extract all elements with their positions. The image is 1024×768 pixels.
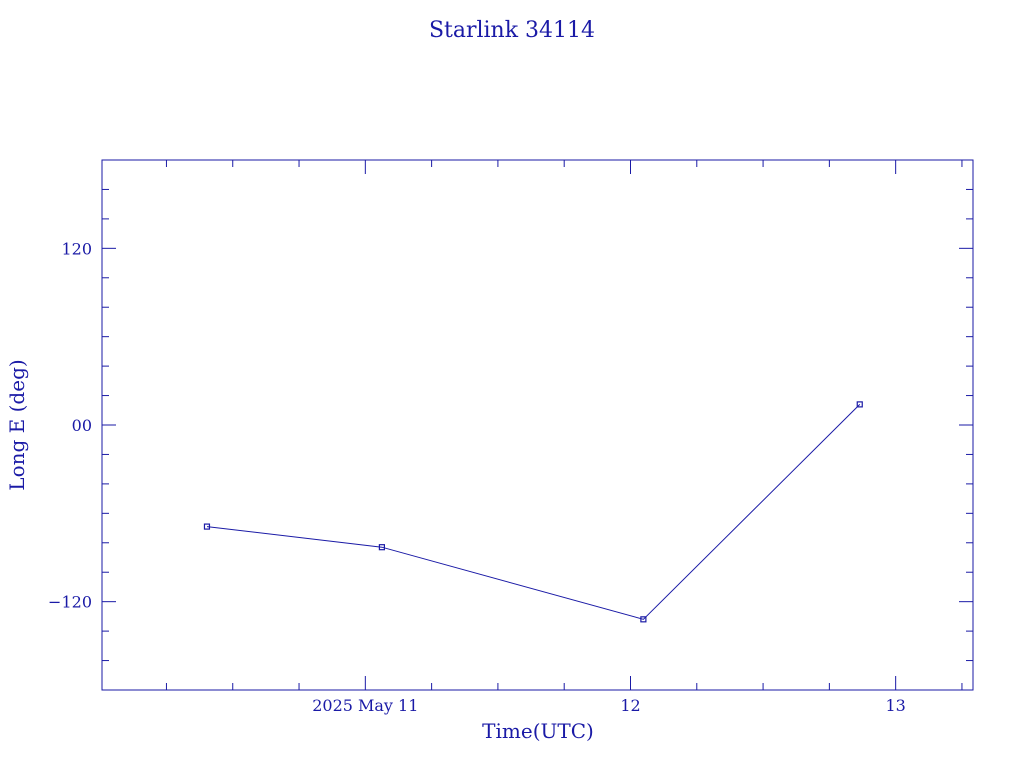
- chart-title: Starlink 34114: [429, 18, 595, 43]
- data-point: [856, 401, 863, 408]
- x-axis-label: Time(UTC): [482, 719, 594, 743]
- y-tick-label: 120: [61, 239, 92, 258]
- y-tick-label: −120: [48, 593, 92, 612]
- data-point: [378, 544, 385, 551]
- data-point: [203, 523, 211, 530]
- y-axis-label: Long E (deg): [5, 359, 29, 490]
- plot-frame: [101, 159, 974, 691]
- y-tick-label: 00: [72, 416, 92, 435]
- y-axis: 120 00 −120: [48, 188, 973, 662]
- data-point: [640, 616, 647, 623]
- x-axis: 2025 May 11 12 13: [165, 160, 963, 715]
- x-tick-label: 2025 May 11: [312, 696, 418, 715]
- series-group: [203, 401, 863, 623]
- x-tick-label: 13: [885, 696, 905, 715]
- series-line: [206, 404, 861, 620]
- x-tick-label: 12: [620, 696, 640, 715]
